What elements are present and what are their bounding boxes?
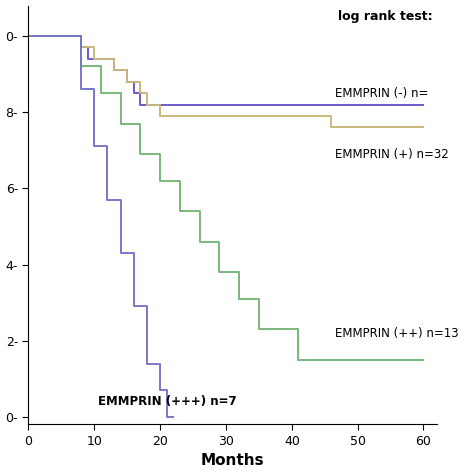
Text: log rank test:: log rank test: (338, 10, 433, 23)
X-axis label: Months: Months (201, 454, 264, 468)
Text: EMMPRIN (++) n=13: EMMPRIN (++) n=13 (335, 327, 458, 339)
Text: EMMPRIN (+++) n=7: EMMPRIN (+++) n=7 (98, 395, 236, 408)
Text: EMMPRIN (-) n=: EMMPRIN (-) n= (335, 87, 428, 100)
Text: EMMPRIN (+) n=32: EMMPRIN (+) n=32 (335, 147, 448, 161)
